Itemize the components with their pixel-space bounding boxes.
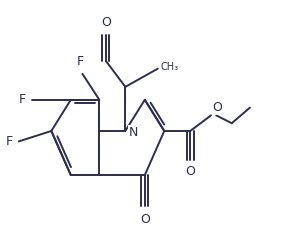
Text: O: O <box>101 16 111 29</box>
Text: O: O <box>185 165 195 178</box>
Text: O: O <box>140 213 150 226</box>
Text: F: F <box>77 55 84 68</box>
Text: F: F <box>6 135 13 148</box>
Text: F: F <box>19 93 26 106</box>
Text: N: N <box>129 126 138 139</box>
Text: CH₃: CH₃ <box>161 62 179 72</box>
Text: O: O <box>212 101 222 114</box>
